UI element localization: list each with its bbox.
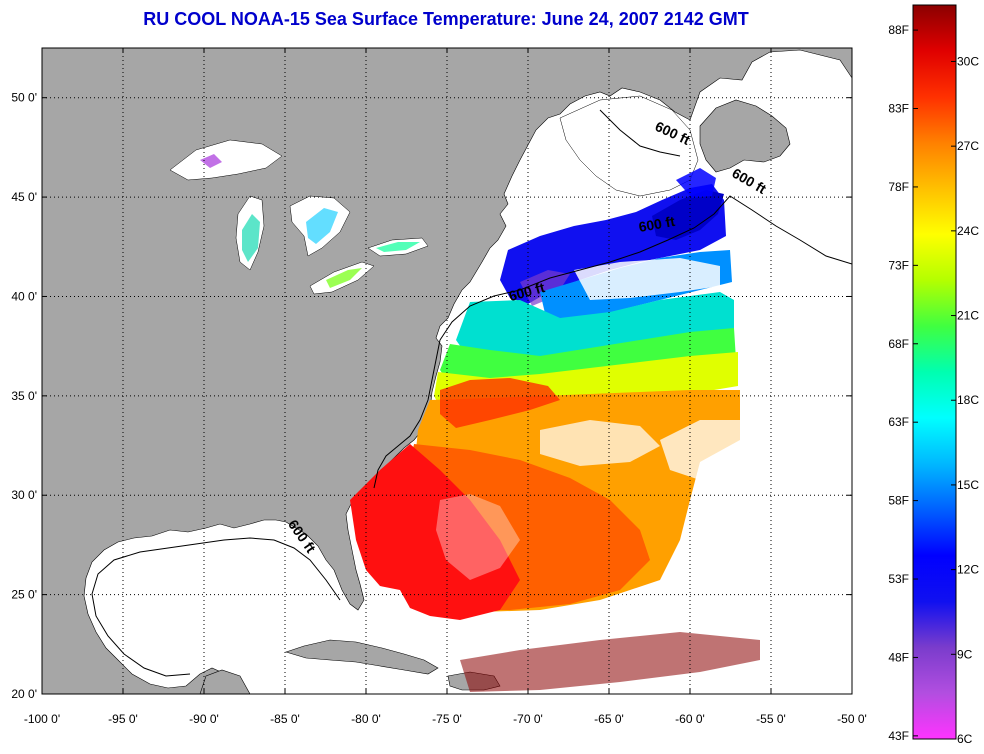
lake-superior-sst bbox=[200, 154, 222, 168]
lat-tick-label: 40 0' bbox=[11, 289, 37, 303]
isobath-600ft bbox=[91, 109, 852, 677]
celsius-tick-label: 21C bbox=[957, 309, 979, 323]
celsius-tick-label: 24C bbox=[957, 224, 979, 238]
lon-tick-label: -60 0' bbox=[675, 712, 705, 726]
sst-band-nova-scotia-cold bbox=[652, 190, 724, 240]
latitude-axis: 20 0' 25 0' 30 0' 35 0' 40 0' 45 0' 50 0' bbox=[11, 91, 852, 701]
lat-tick-label: 30 0' bbox=[11, 488, 37, 502]
sst-band-southern-speckle bbox=[460, 632, 760, 692]
yucatan-land bbox=[199, 669, 251, 694]
celsius-tick-label: 30C bbox=[957, 54, 979, 68]
lon-tick-label: -55 0' bbox=[756, 712, 786, 726]
celsius-tick-label: 12C bbox=[957, 563, 979, 577]
lon-tick-label: -100 0' bbox=[24, 712, 60, 726]
lon-tick-label: -80 0' bbox=[351, 712, 381, 726]
fahrenheit-tick-label: 48F bbox=[888, 650, 909, 664]
gulf-st-lawrence bbox=[559, 95, 699, 197]
contour-label-600ft: 600 ft bbox=[637, 213, 676, 235]
sst-field bbox=[350, 168, 760, 692]
lake-ontario-sst bbox=[376, 242, 420, 252]
celsius-tick-label: 27C bbox=[957, 139, 979, 153]
fahrenheit-tick-label: 73F bbox=[888, 258, 909, 272]
lat-tick-label: 25 0' bbox=[11, 588, 37, 602]
sst-band-15c bbox=[456, 292, 734, 366]
newfoundland-land bbox=[699, 99, 791, 173]
colorbar: 6C 9C 12C 15C 18C 21C 24C 27C 30C 43F 48F 53F 58F 63… bbox=[888, 4, 979, 746]
celsius-tick-label: 6C bbox=[957, 732, 973, 746]
lon-tick-label: -65 0' bbox=[594, 712, 624, 726]
fahrenheit-tick-label: 53F bbox=[888, 572, 909, 586]
cloud-mask-4 bbox=[660, 420, 740, 480]
lat-tick-label: 45 0' bbox=[11, 190, 37, 204]
isobath-gulf-st-lawrence bbox=[599, 109, 681, 157]
lon-tick-label: -50 0' bbox=[837, 712, 867, 726]
sst-band-st-lawrence bbox=[676, 168, 716, 198]
longitude-axis: -100 0' -95 0' -90 0' -85 0' -80 0' -75 0' -70… bbox=[24, 48, 867, 726]
fahrenheit-tick-label: 83F bbox=[888, 102, 909, 116]
cloud-mask-2 bbox=[540, 420, 660, 466]
lake-erie-sst bbox=[326, 268, 362, 288]
lat-tick-label: 35 0' bbox=[11, 389, 37, 403]
isobath-shelf-north bbox=[439, 195, 852, 341]
great-lakes bbox=[169, 139, 429, 295]
lake-michigan-sst bbox=[242, 214, 260, 262]
lon-tick-label: -95 0' bbox=[108, 712, 138, 726]
cloud-mask-3 bbox=[436, 494, 520, 580]
fahrenheit-tick-label: 43F bbox=[888, 729, 909, 743]
sst-band-gulf-maine bbox=[520, 270, 570, 306]
graticule bbox=[42, 48, 852, 694]
map-title: RU COOL NOAA-15 Sea Surface Temperature:… bbox=[143, 9, 749, 29]
celsius-tick-label: 9C bbox=[957, 647, 973, 661]
lon-tick-label: -85 0' bbox=[270, 712, 300, 726]
fahrenheit-tick-label: 78F bbox=[888, 180, 909, 194]
colorbar-fahrenheit-axis: 43F 48F 53F 58F 63F 68F 73F 78F 83F 88F bbox=[888, 23, 918, 743]
isobath-gulf bbox=[91, 537, 341, 677]
sst-band-30c bbox=[350, 444, 520, 620]
celsius-tick-label: 15C bbox=[957, 478, 979, 492]
cuba-land bbox=[285, 639, 439, 675]
fahrenheit-tick-label: 58F bbox=[888, 494, 909, 508]
sst-band-18c bbox=[440, 328, 736, 390]
lat-tick-label: 50 0' bbox=[11, 91, 37, 105]
fahrenheit-tick-label: 88F bbox=[888, 23, 909, 37]
cloud-mask-1 bbox=[574, 258, 720, 300]
lake-superior bbox=[169, 139, 283, 181]
isobath-shelf-south bbox=[373, 339, 441, 489]
lon-tick-label: -75 0' bbox=[432, 712, 462, 726]
fahrenheit-tick-label: 68F bbox=[888, 337, 909, 351]
celsius-tick-label: 18C bbox=[957, 393, 979, 407]
lake-huron-sst bbox=[306, 208, 338, 244]
lon-tick-label: -90 0' bbox=[189, 712, 219, 726]
sst-band-gulf-stream bbox=[440, 378, 560, 428]
colorbar-celsius-axis: 6C 9C 12C 15C 18C 21C 24C 27C 30C bbox=[951, 54, 979, 746]
colorbar-ramp bbox=[912, 4, 957, 740]
lon-tick-label: -70 0' bbox=[513, 712, 543, 726]
lat-tick-label: 20 0' bbox=[11, 687, 37, 701]
fahrenheit-tick-label: 63F bbox=[888, 415, 909, 429]
